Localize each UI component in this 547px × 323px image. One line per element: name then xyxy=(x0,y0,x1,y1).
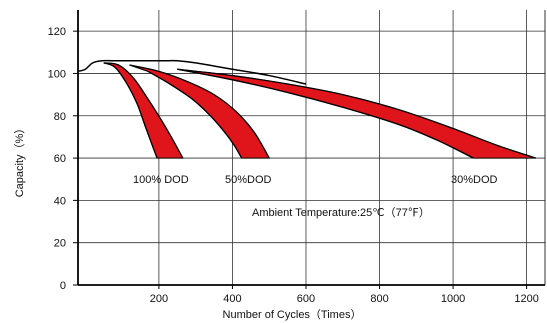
tick-labels: 0 20 40 60 80 100 120 200 400 600 800 1000 1200 xyxy=(48,26,539,305)
main-capacity-curve xyxy=(77,59,307,85)
label-30-dod: 30%DOD xyxy=(451,174,498,186)
x-tick-label-1200: 1200 xyxy=(514,293,538,305)
y-tick-label-80: 80 xyxy=(54,111,66,123)
curve-lines xyxy=(77,59,537,159)
y-tick-label-120: 120 xyxy=(48,26,66,38)
y-tick-label-40: 40 xyxy=(54,195,66,207)
axes xyxy=(77,10,546,286)
dod-lower-curve-2 xyxy=(177,68,474,159)
y-tick-label-20: 20 xyxy=(54,238,66,250)
ambient-temperature-note: Ambient Temperature:25℃（77℉） xyxy=(252,206,430,219)
dod-upper-curve-2 xyxy=(177,68,537,159)
y-tick-label-100: 100 xyxy=(48,68,66,80)
dod-upper-curve-1 xyxy=(129,64,270,159)
x-tick-label-400: 400 xyxy=(223,293,241,305)
label-100-dod: 100% DOD xyxy=(133,174,189,186)
label-50-dod: 50%DOD xyxy=(225,174,272,186)
x-tick-label-600: 600 xyxy=(297,293,315,305)
y-tick-label-60: 60 xyxy=(54,153,66,165)
dod-areas xyxy=(103,62,536,159)
x-tick-label-800: 800 xyxy=(370,293,388,305)
dod-lower-curve-0 xyxy=(103,62,158,159)
x-axis-title: Number of Cycles（Times） xyxy=(223,308,362,321)
y-tick-label-0: 0 xyxy=(60,280,66,292)
dod-lower-curve-1 xyxy=(147,70,243,159)
x-tick-label-200: 200 xyxy=(150,293,168,305)
dod-upper-curve-0 xyxy=(103,62,184,159)
y-axis-title: Capacity（%） xyxy=(13,123,26,198)
x-tick-label-1000: 1000 xyxy=(441,293,465,305)
